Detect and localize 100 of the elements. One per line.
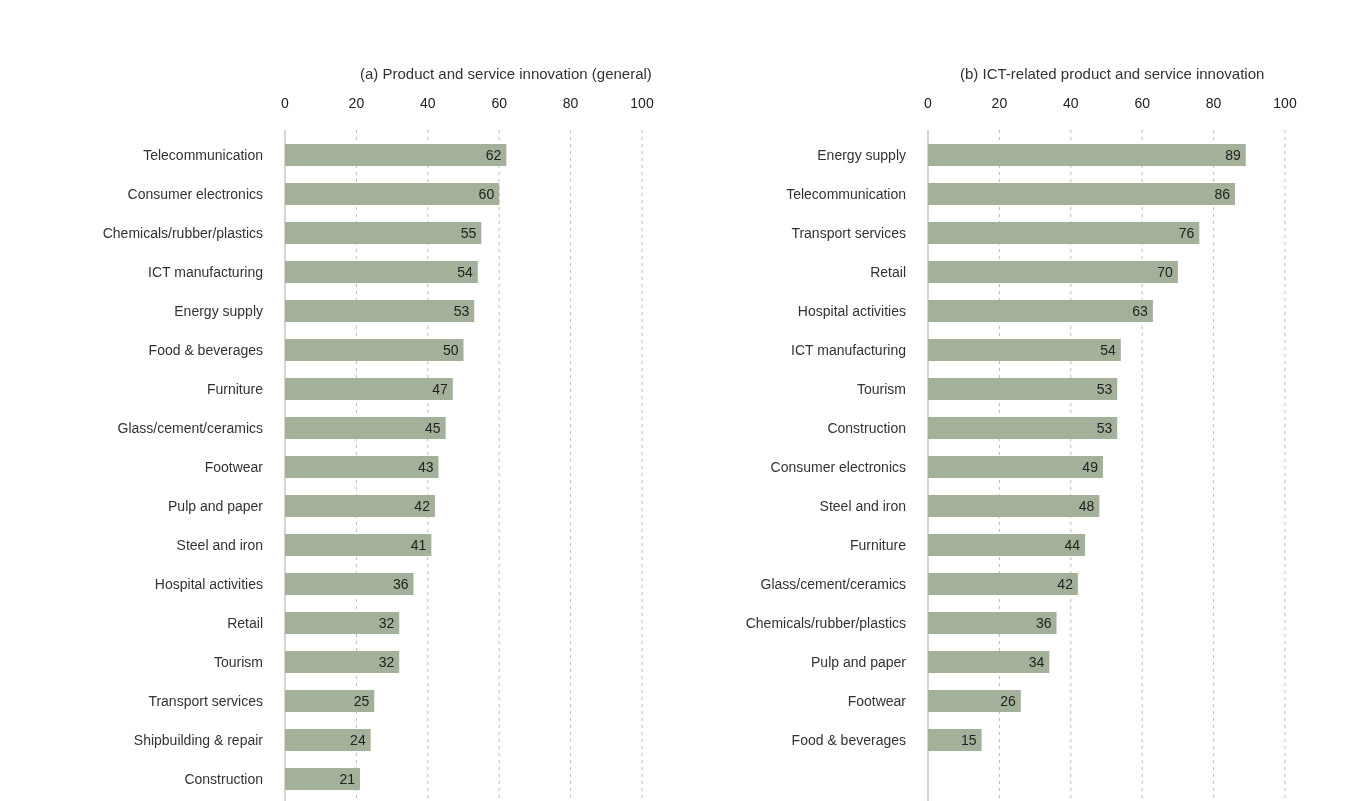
data-label: 25 — [353, 692, 370, 709]
y-tick-label: Chemicals/rubber/plastics — [745, 614, 906, 631]
bar — [285, 534, 432, 556]
y-tick-label: ICT manufacturing — [791, 341, 906, 358]
bar — [285, 339, 464, 361]
y-tick-label: Steel and iron — [176, 536, 263, 553]
bar — [285, 222, 482, 244]
bar — [285, 300, 475, 322]
data-label: 49 — [1082, 458, 1099, 475]
data-label: 86 — [1214, 185, 1231, 202]
data-label: 54 — [1100, 341, 1116, 358]
bar — [285, 612, 400, 634]
bar — [285, 456, 439, 478]
y-tick-label: Hospital activities — [154, 575, 263, 592]
y-tick-label: Telecommunication — [143, 146, 263, 163]
x-tick-label: 60 — [491, 95, 508, 111]
bar — [285, 573, 414, 595]
y-tick-label: Footwear — [204, 458, 264, 475]
data-label: 32 — [378, 653, 395, 670]
data-label: 47 — [432, 380, 448, 397]
data-label: 53 — [453, 302, 470, 319]
data-label: 60 — [478, 185, 495, 202]
bar — [928, 378, 1118, 400]
bar — [285, 690, 375, 712]
data-label: 89 — [1225, 146, 1241, 163]
data-label: 70 — [1157, 263, 1174, 280]
data-label: 76 — [1178, 224, 1195, 241]
bar — [928, 651, 1050, 673]
y-tick-label: Retail — [870, 263, 906, 280]
data-label: 53 — [1096, 419, 1113, 436]
bar — [285, 417, 446, 439]
x-tick-label: 80 — [1205, 95, 1222, 111]
y-tick-label: Tourism — [213, 653, 263, 670]
y-tick-label: Retail — [227, 614, 263, 631]
bar — [285, 261, 478, 283]
data-label: 36 — [392, 575, 409, 592]
bar — [928, 495, 1100, 517]
y-tick-label: Pulp and paper — [811, 653, 907, 670]
data-label: 36 — [1035, 614, 1052, 631]
data-label: 63 — [1132, 302, 1149, 319]
bar — [928, 456, 1103, 478]
y-tick-label: Consumer electronics — [770, 458, 906, 475]
bar — [285, 651, 400, 673]
data-label: 54 — [457, 263, 473, 280]
data-label: 44 — [1064, 536, 1081, 553]
y-tick-label: Energy supply — [817, 146, 906, 163]
y-tick-label: Energy supply — [174, 302, 263, 319]
data-label: 55 — [460, 224, 477, 241]
y-tick-label: Steel and iron — [819, 497, 906, 514]
bar — [928, 573, 1078, 595]
bar — [928, 534, 1086, 556]
x-tick-label: 0 — [281, 95, 290, 111]
bar — [928, 339, 1121, 361]
bar — [928, 690, 1021, 712]
y-tick-label: Hospital activities — [797, 302, 906, 319]
bar — [285, 768, 360, 790]
x-tick-label: 20 — [991, 95, 1008, 111]
data-label: 53 — [1096, 380, 1113, 397]
bar — [285, 495, 435, 517]
data-label: 15 — [960, 731, 977, 748]
y-tick-label: Consumer electronics — [127, 185, 263, 202]
bar — [928, 612, 1057, 634]
bar — [928, 300, 1153, 322]
y-tick-label: Glass/cement/ceramics — [117, 419, 263, 436]
data-label: 21 — [339, 770, 356, 787]
y-tick-label: Chemicals/rubber/plastics — [102, 224, 263, 241]
data-label: 24 — [350, 731, 366, 748]
y-tick-label: ICT manufacturing — [148, 263, 263, 280]
x-tick-label: 100 — [1273, 95, 1297, 111]
x-tick-label: 60 — [1134, 95, 1151, 111]
x-tick-label: 0 — [924, 95, 933, 111]
y-tick-label: Furniture — [849, 536, 907, 553]
bar — [928, 222, 1200, 244]
bar — [928, 417, 1118, 439]
data-label: 26 — [1000, 692, 1017, 709]
y-tick-label: Food & beverages — [148, 341, 263, 358]
bar — [928, 261, 1178, 283]
y-tick-label: Pulp and paper — [168, 497, 264, 514]
y-tick-label: Transport services — [148, 692, 263, 709]
data-label: 34 — [1028, 653, 1045, 670]
y-tick-label: Food & beverages — [791, 731, 906, 748]
bar — [928, 183, 1236, 205]
x-tick-label: 20 — [348, 95, 365, 111]
data-label: 48 — [1078, 497, 1095, 514]
y-tick-label: Glass/cement/ceramics — [760, 575, 906, 592]
bar — [285, 144, 507, 166]
chart-title: (b) ICT-related product and service innovation — [960, 65, 1265, 82]
y-tick-label: Telecommunication — [786, 185, 906, 202]
data-label: 50 — [442, 341, 459, 358]
y-tick-label: Transport services — [791, 224, 906, 241]
bar — [928, 144, 1246, 166]
data-label: 41 — [410, 536, 427, 553]
data-label: 43 — [417, 458, 434, 475]
x-tick-label: 40 — [1063, 95, 1079, 111]
x-tick-label: 40 — [420, 95, 436, 111]
data-label: 42 — [1057, 575, 1074, 592]
bar — [285, 729, 371, 751]
y-tick-label: Tourism — [856, 380, 906, 397]
data-label: 45 — [425, 419, 441, 436]
y-tick-label: Furniture — [206, 380, 264, 397]
